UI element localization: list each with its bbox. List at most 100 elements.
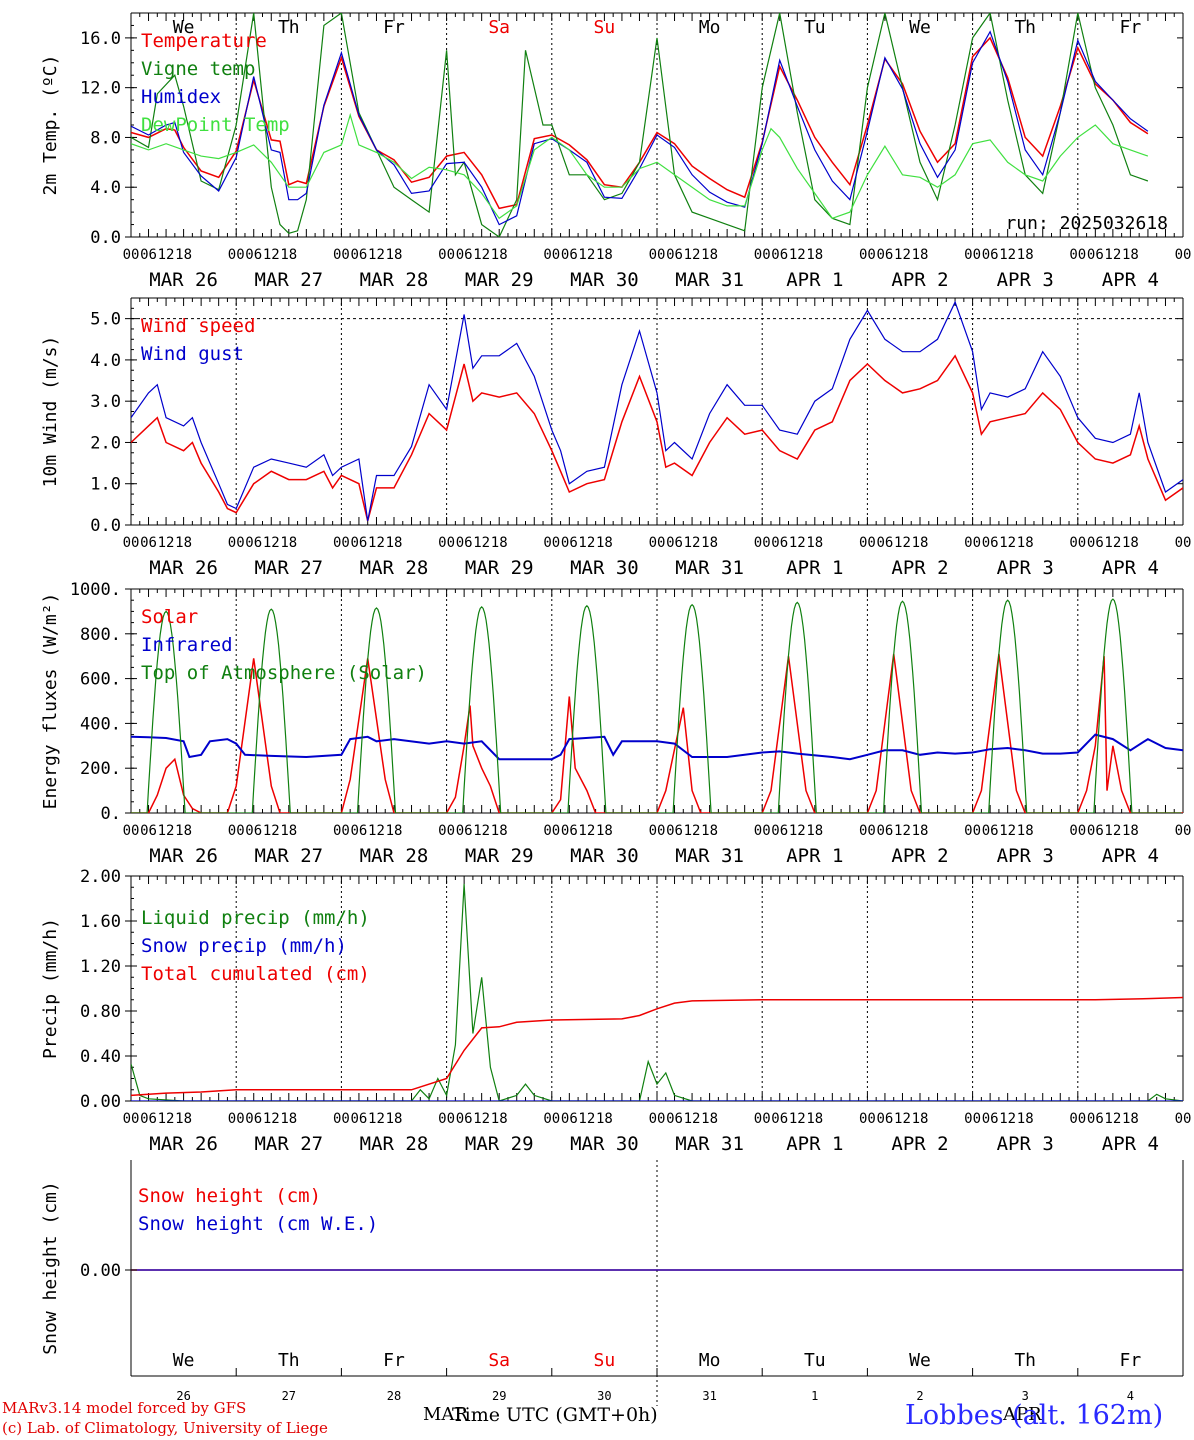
- hour-tick-label: 06: [666, 535, 683, 551]
- date-label: MAR 29: [465, 845, 534, 867]
- panel-4: 0.00 0.40 0.80 1.20 1.60 2.00 Precip (mm/h) Liq…: [40, 867, 1191, 1155]
- weekday-label: Tu: [804, 1350, 826, 1371]
- panel-5: Snow height (cm) Snow height (cm) Snow hei…: [40, 1160, 1184, 1406]
- hour-tick-label: 06: [561, 247, 578, 263]
- hour-tick-label: 06: [982, 247, 999, 263]
- hour-tick-label: 18: [280, 247, 297, 263]
- date-label: APR 4: [1102, 557, 1159, 579]
- hour-tick-label: 12: [368, 247, 385, 263]
- hour-tick-label: 18: [596, 247, 613, 263]
- hour-tick-label: 06: [140, 823, 157, 839]
- hour-tick-label: 18: [280, 1111, 297, 1127]
- hour-tick-label: 00: [123, 535, 140, 551]
- footer-month-left: MAR: [423, 1404, 468, 1425]
- day-number-label: 26: [176, 1389, 190, 1403]
- hour-tick-label: 00: [649, 535, 666, 551]
- date-label: MAR 31: [675, 557, 744, 579]
- hour-tick-label: 06: [1087, 1111, 1104, 1127]
- hour-tick-label: 00: [1175, 823, 1192, 839]
- series-line-2: [131, 13, 1149, 237]
- hour-tick-label: 12: [473, 823, 490, 839]
- date-label: MAR 31: [675, 1133, 744, 1155]
- y-tick-label: 0.00: [80, 1261, 121, 1281]
- hour-tick-label: 18: [386, 535, 403, 551]
- series-line-1: [131, 36, 1149, 210]
- date-label: MAR 30: [570, 845, 639, 867]
- hour-tick-label: 00: [543, 535, 560, 551]
- series-group: [131, 13, 1149, 237]
- hour-tick-label: 00: [754, 1111, 771, 1127]
- footer-model-credit: MARv3.14 model forced by GFS: [2, 1399, 247, 1417]
- hour-tick-label: 12: [578, 823, 595, 839]
- weekday-label: Th: [278, 1350, 300, 1371]
- hour-tick-label: 06: [245, 1111, 262, 1127]
- hour-tick-label: 12: [999, 823, 1016, 839]
- y-axis-label: Snow height (cm): [40, 1181, 61, 1354]
- hour-tick-label: 12: [684, 535, 701, 551]
- hour-tick-label: 12: [263, 1111, 280, 1127]
- weekday-label: Fr: [1120, 1350, 1142, 1371]
- day-number-label: 4: [1127, 1389, 1134, 1403]
- hour-tick-label: 00: [123, 823, 140, 839]
- hour-tick-label: 06: [877, 247, 894, 263]
- y-axis-label: 2m Temp. (ºC): [40, 55, 61, 196]
- hour-tick-label: 18: [1122, 535, 1139, 551]
- hour-tick-label: 18: [1017, 823, 1034, 839]
- footer-month-right: APR: [1003, 1404, 1042, 1425]
- date-label: MAR 30: [570, 557, 639, 579]
- y-tick-label: 3.0: [90, 392, 121, 412]
- hour-tick-label: 06: [877, 535, 894, 551]
- y-tick-label: 1.60: [80, 912, 121, 932]
- hour-tick-label: 06: [456, 823, 473, 839]
- hour-tick-label: 06: [982, 535, 999, 551]
- hour-tick-label: 18: [806, 247, 823, 263]
- legend-entry-1: Wind speed: [141, 315, 255, 337]
- hour-tick-label: 12: [999, 1111, 1016, 1127]
- y-tick-label: 600.: [80, 670, 121, 690]
- hour-tick-label: 18: [1017, 535, 1034, 551]
- y-tick-label: 0.0: [90, 516, 121, 536]
- date-label: APR 2: [891, 557, 948, 579]
- hour-tick-label: 12: [473, 535, 490, 551]
- hour-tick-label: 12: [158, 1111, 175, 1127]
- hour-tick-label: 06: [1087, 535, 1104, 551]
- hour-tick-label: 00: [964, 823, 981, 839]
- hour-tick-label: 12: [684, 247, 701, 263]
- hour-tick-label: 00: [754, 535, 771, 551]
- hour-tick-label: 06: [351, 247, 368, 263]
- hour-tick-label: 00: [859, 823, 876, 839]
- y-tick-label: 12.0: [80, 79, 121, 99]
- hour-tick-label: 06: [771, 535, 788, 551]
- weekday-label: Su: [594, 17, 616, 38]
- hour-tick-label: 06: [1087, 823, 1104, 839]
- hour-tick-label: 12: [894, 1111, 911, 1127]
- hour-tick-label: 12: [158, 823, 175, 839]
- hour-tick-label: 18: [1122, 823, 1139, 839]
- hour-tick-label: 12: [263, 247, 280, 263]
- hour-tick-label: 06: [245, 823, 262, 839]
- weekday-label: Fr: [383, 1350, 405, 1371]
- y-tick-label: 0.: [101, 804, 121, 824]
- date-label: MAR 28: [360, 269, 429, 291]
- footer-lab-credit: (c) Lab. of Climatology, University of L…: [2, 1419, 328, 1437]
- hour-tick-label: 06: [771, 823, 788, 839]
- date-label: APR 1: [786, 1133, 843, 1155]
- date-label: APR 4: [1102, 1133, 1159, 1155]
- hour-tick-label: 18: [912, 535, 929, 551]
- hour-tick-label: 12: [368, 823, 385, 839]
- weekday-label: Th: [278, 17, 300, 38]
- panel-1: 0.0 4.0 8.0 12.0 16.0 2m Temp. (ºC) Temperatur…: [40, 12, 1191, 291]
- day-number-label: 2: [916, 1389, 923, 1403]
- hour-tick-label: 12: [1104, 535, 1121, 551]
- date-label: MAR 29: [465, 1133, 534, 1155]
- y-tick-label: 0.80: [80, 1002, 121, 1022]
- hour-tick-label: 00: [543, 823, 560, 839]
- hour-tick-label: 18: [596, 535, 613, 551]
- hour-tick-label: 18: [491, 823, 508, 839]
- y-tick-label: 0.0: [90, 228, 121, 248]
- date-label: APR 3: [997, 269, 1054, 291]
- series-line-4: [131, 112, 1149, 220]
- hour-tick-label: 12: [1104, 823, 1121, 839]
- hour-tick-label: 18: [491, 535, 508, 551]
- legend-entry-2: Snow height (cm W.E.): [138, 1213, 378, 1235]
